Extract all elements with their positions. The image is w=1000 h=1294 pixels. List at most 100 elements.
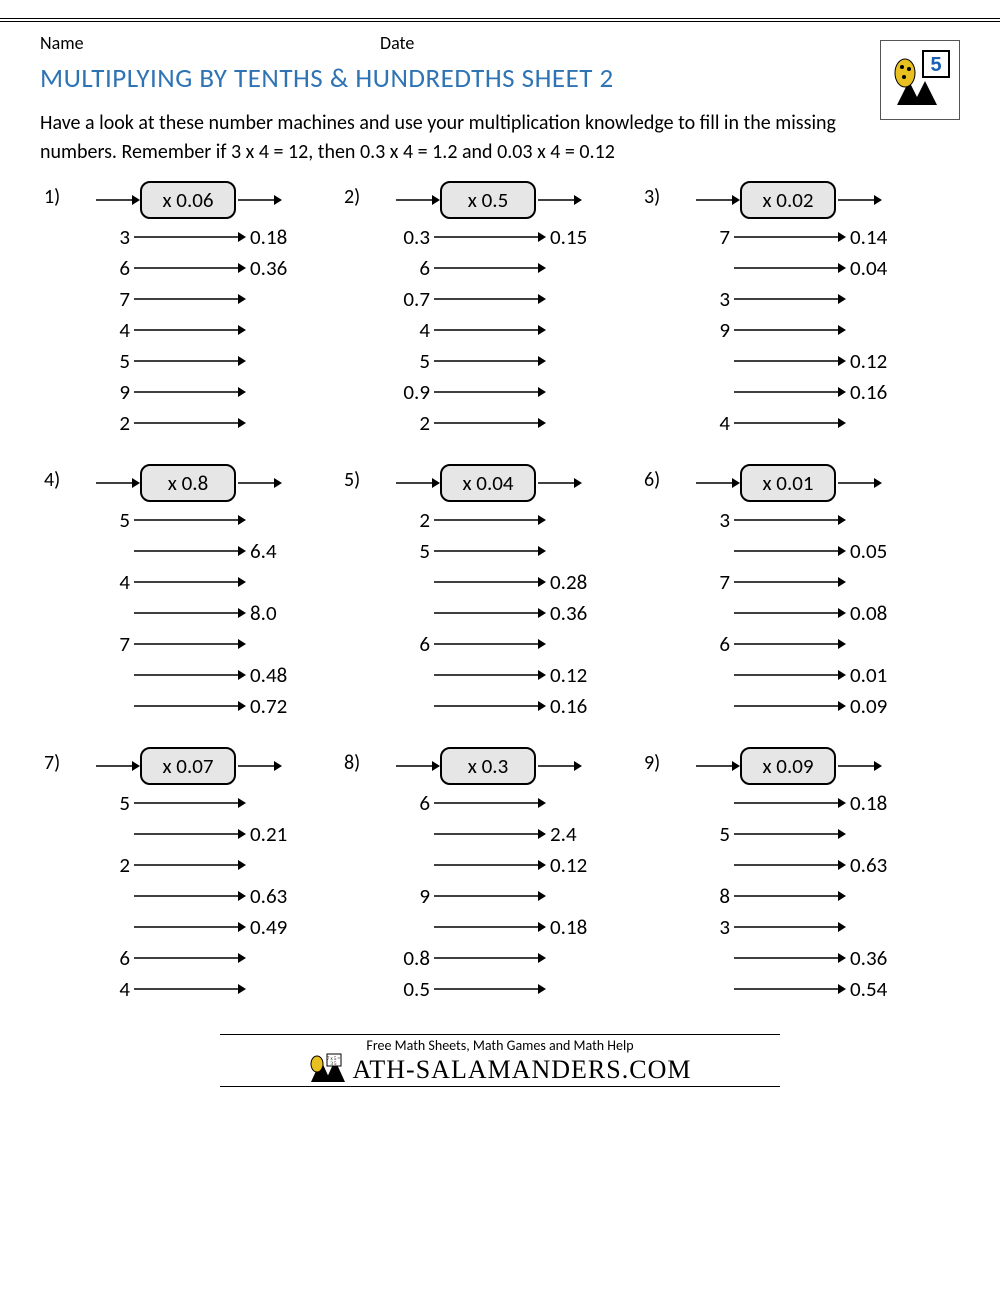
output-value: [246, 957, 310, 958]
machine-header: x 0.5: [340, 179, 640, 221]
input-value: 9: [88, 379, 134, 405]
input-value: [688, 957, 734, 958]
machine-row: 5: [640, 818, 940, 849]
machine-row: 4: [640, 407, 940, 438]
output-value: [546, 422, 610, 423]
output-value: [546, 360, 610, 361]
machine-row: 9: [340, 880, 640, 911]
output-value: 0.15: [546, 224, 610, 250]
input-value: 3: [688, 286, 734, 312]
arrow-icon: [434, 575, 546, 589]
input-value: [388, 705, 434, 706]
arrow-icon: [134, 575, 246, 589]
machine-header: x 0.3: [340, 745, 640, 787]
worksheet-page: Name Date 5 MULTIPLYING BY TENTHS & HUND…: [0, 22, 1000, 1109]
arrow-in-icon: [396, 476, 440, 490]
arrow-icon: [734, 230, 846, 244]
input-value: 6: [688, 631, 734, 657]
output-value: [846, 643, 910, 644]
output-value: [246, 422, 310, 423]
input-value: 4: [688, 410, 734, 436]
arrow-icon: [134, 513, 246, 527]
arrow-in-icon: [396, 193, 440, 207]
machine-row: 6: [340, 787, 640, 818]
input-value: [688, 988, 734, 989]
footer: Free Math Sheets, Math Games and Math He…: [220, 1034, 780, 1087]
arrow-icon: [734, 416, 846, 430]
arrow-out-icon: [838, 759, 882, 773]
arrow-icon: [734, 606, 846, 620]
arrow-icon: [434, 606, 546, 620]
arrow-in-icon: [696, 476, 740, 490]
machine-row: 2.4: [340, 818, 640, 849]
input-value: 0.5: [388, 976, 434, 1002]
arrow-out-icon: [538, 476, 582, 490]
input-value: 7: [88, 631, 134, 657]
output-value: 0.01: [846, 662, 910, 688]
arrow-icon: [734, 575, 846, 589]
output-value: [546, 988, 610, 989]
arrow-icon: [734, 858, 846, 872]
output-value: [246, 864, 310, 865]
operation-box: x 0.8: [140, 464, 236, 502]
input-value: 5: [688, 821, 734, 847]
arrow-icon: [734, 951, 846, 965]
machine-row: 0.36: [640, 942, 940, 973]
number-machine: 2)x 0.50.30.1560.7450.92: [340, 179, 640, 438]
output-value: [546, 329, 610, 330]
problem-number: 2): [344, 185, 360, 209]
output-value: [546, 550, 610, 551]
output-value: [246, 329, 310, 330]
arrow-icon: [734, 354, 846, 368]
arrow-icon: [434, 354, 546, 368]
arrow-icon: [134, 261, 246, 275]
machine-row: 7: [40, 628, 340, 659]
footer-brand: 7x5= 35 ATH-SALAMANDERS.COM: [220, 1052, 780, 1086]
machine-row: 0.04: [640, 252, 940, 283]
arrow-icon: [434, 544, 546, 558]
problem-number: 8): [344, 751, 360, 775]
output-value: 0.09: [846, 693, 910, 719]
input-value: 4: [388, 317, 434, 343]
arrow-in-icon: [396, 759, 440, 773]
machines-grid: 1)x 0.0630.1860.36745922)x 0.50.30.1560.…: [40, 179, 960, 1004]
machine-row: 5: [340, 535, 640, 566]
arrow-icon: [134, 920, 246, 934]
problem-number: 5): [344, 468, 360, 492]
arrow-icon: [134, 323, 246, 337]
input-value: [88, 833, 134, 834]
machine-row: 0.05: [640, 535, 940, 566]
arrow-in-icon: [96, 476, 140, 490]
output-value: [546, 802, 610, 803]
problem-number: 3): [644, 185, 660, 209]
input-value: [88, 895, 134, 896]
machine-row: 0.54: [640, 973, 940, 1004]
input-value: [388, 833, 434, 834]
machine-row: 2: [340, 407, 640, 438]
arrow-icon: [134, 796, 246, 810]
arrow-icon: [734, 513, 846, 527]
input-value: 0.7: [388, 286, 434, 312]
output-value: 2.4: [546, 821, 610, 847]
arrow-icon: [434, 513, 546, 527]
output-value: [546, 895, 610, 896]
machine-header: x 0.8: [40, 462, 340, 504]
number-machine: 4)x 0.856.448.070.480.72: [40, 462, 340, 721]
arrow-in-icon: [696, 759, 740, 773]
arrow-icon: [134, 385, 246, 399]
machine-row: 4: [40, 973, 340, 1004]
machine-row: 0.8: [340, 942, 640, 973]
output-value: 0.12: [546, 662, 610, 688]
input-value: [688, 802, 734, 803]
output-value: [846, 581, 910, 582]
machine-row: 5: [40, 504, 340, 535]
output-value: 0.36: [246, 255, 310, 281]
machine-header: x 0.01: [640, 462, 940, 504]
machine-header: x 0.02: [640, 179, 940, 221]
machine-row: 8: [640, 880, 940, 911]
output-value: [246, 988, 310, 989]
arrow-icon: [134, 544, 246, 558]
machine-row: 0.7: [340, 283, 640, 314]
date-label: Date: [380, 32, 680, 54]
output-value: [246, 519, 310, 520]
